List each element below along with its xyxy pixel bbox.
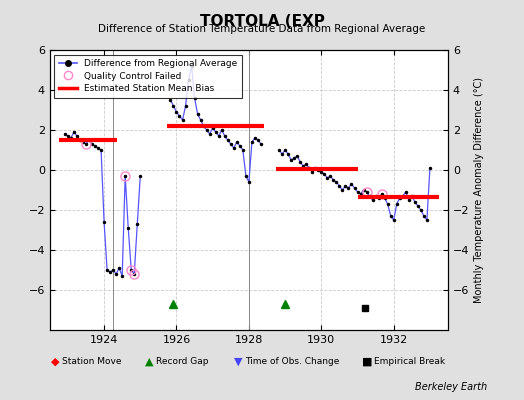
Y-axis label: Monthly Temperature Anomaly Difference (°C): Monthly Temperature Anomaly Difference (… — [474, 77, 484, 303]
Text: ■: ■ — [362, 357, 372, 367]
Text: ▲: ▲ — [145, 357, 154, 367]
Text: ▼: ▼ — [234, 357, 243, 367]
Text: Berkeley Earth: Berkeley Earth — [415, 382, 487, 392]
Text: TORTOLA (EXP: TORTOLA (EXP — [200, 14, 324, 29]
Legend: Difference from Regional Average, Quality Control Failed, Estimated Station Mean: Difference from Regional Average, Qualit… — [54, 54, 242, 98]
Text: ◆: ◆ — [51, 357, 59, 367]
Text: Empirical Break: Empirical Break — [374, 358, 445, 366]
Text: Station Move: Station Move — [62, 358, 122, 366]
Text: Time of Obs. Change: Time of Obs. Change — [245, 358, 340, 366]
Text: Record Gap: Record Gap — [156, 358, 209, 366]
Text: Difference of Station Temperature Data from Regional Average: Difference of Station Temperature Data f… — [99, 24, 425, 34]
